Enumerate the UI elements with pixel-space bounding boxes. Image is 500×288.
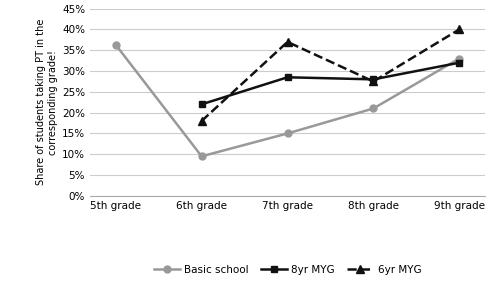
Basic school [113, 43, 119, 47]
6yr MYG [456, 28, 462, 31]
8yr MYG [284, 75, 290, 79]
Basic school [284, 132, 290, 135]
8yr MYG [456, 61, 462, 65]
Basic school [456, 57, 462, 60]
Line: 6yr MYG: 6yr MYG [198, 25, 464, 125]
Basic school [198, 155, 204, 158]
6yr MYG [370, 80, 376, 83]
8yr MYG [370, 78, 376, 81]
Line: Basic school: Basic school [112, 41, 463, 160]
Legend: Basic school, 8yr MYG, 6yr MYG: Basic school, 8yr MYG, 6yr MYG [150, 261, 426, 279]
Line: 8yr MYG: 8yr MYG [198, 59, 462, 108]
Y-axis label: Share of students taking PT in the
corresponding grade!: Share of students taking PT in the corre… [36, 19, 58, 185]
8yr MYG [198, 103, 204, 106]
Basic school [370, 107, 376, 110]
6yr MYG [198, 119, 204, 123]
6yr MYG [284, 40, 290, 44]
